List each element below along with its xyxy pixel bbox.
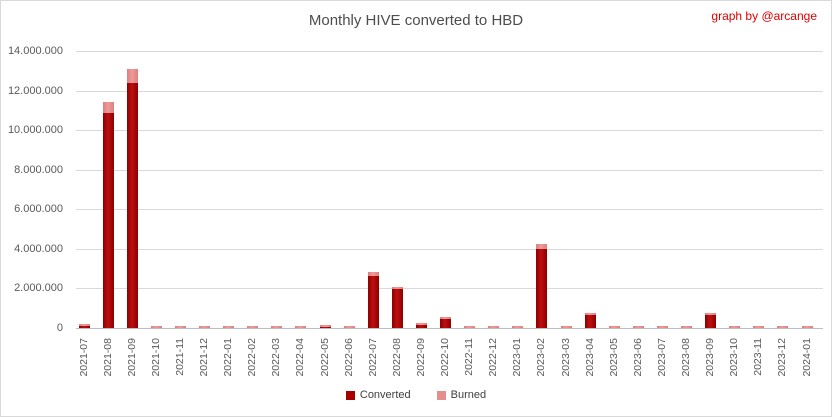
y-tick-label: 2.000.000: [14, 282, 63, 295]
bar-burned: [415, 322, 427, 325]
bar-burned: [223, 326, 235, 328]
bar-converted: [391, 288, 403, 328]
bar-burned: [440, 317, 451, 320]
x-tick-label: 2022-11: [463, 338, 476, 376]
bar-burned: [295, 326, 307, 328]
y-tick-label: 4.000.000: [14, 242, 63, 255]
bar-burned: [343, 326, 355, 328]
bar-converted: [536, 248, 548, 328]
gridline: [76, 288, 823, 290]
bar-converted: [415, 324, 427, 328]
bar-burned: [512, 326, 524, 328]
burned-swatch-icon: [436, 390, 446, 400]
bar-burned: [78, 324, 90, 327]
bar-converted: [705, 314, 717, 328]
x-tick-label: 2023-06: [631, 338, 644, 377]
y-tick-label: 14.000.000: [7, 45, 63, 57]
gridline: [76, 90, 823, 92]
bar-converted: [440, 319, 451, 328]
x-tick-label: 2023-09: [704, 338, 717, 377]
bar-burned: [271, 326, 283, 328]
bar-burned: [464, 326, 476, 328]
y-tick-label: 0: [56, 322, 63, 334]
x-tick-label: 2023-11: [752, 338, 765, 376]
x-tick-label: 2021-07: [77, 338, 90, 377]
legend-label-converted: Converted: [359, 389, 411, 401]
bar-burned: [150, 326, 162, 328]
x-tick-label: 2022-06: [342, 338, 355, 377]
bar-burned: [126, 69, 138, 83]
bar-burned: [247, 326, 259, 328]
x-tick-label: 2023-07: [655, 338, 668, 377]
x-tick-label: 2022-03: [270, 338, 283, 377]
gridline: [76, 51, 823, 52]
x-tick-label: 2022-05: [318, 338, 331, 377]
y-tick-label: 8.000.000: [14, 163, 63, 176]
x-tick-label: 2022-07: [366, 338, 379, 377]
x-tick-label: 2022-09: [414, 338, 427, 377]
bar-burned: [656, 326, 668, 328]
y-tick-label: 10.000.000: [7, 124, 63, 137]
bar-burned: [319, 324, 331, 327]
bar-burned: [753, 326, 765, 328]
x-tick-label: 2021-10: [149, 338, 162, 377]
x-tick-label: 2022-02: [246, 338, 259, 377]
x-tick-label: 2023-04: [583, 338, 596, 377]
x-tick-label: 2022-01: [222, 338, 235, 377]
bar-converted: [126, 82, 138, 328]
converted-swatch-icon: [345, 390, 355, 400]
legend-label-burned: Burned: [450, 389, 487, 401]
bar-converted: [367, 276, 379, 328]
bar-burned: [729, 326, 741, 328]
x-tick-label: 2021-12: [198, 338, 210, 377]
gridline: [76, 328, 823, 329]
chart-title: Monthly HIVE converted to HBD: [308, 12, 524, 29]
legend-item-burned: Burned: [436, 389, 487, 401]
bar-burned: [488, 326, 500, 328]
x-tick-label: 2023-02: [535, 338, 548, 377]
bar-burned: [608, 326, 620, 328]
x-tick-label: 2022-10: [439, 338, 451, 377]
x-tick-label: 2022-12: [487, 338, 500, 377]
bar-burned: [391, 286, 403, 289]
bar-burned: [681, 326, 692, 328]
bar-burned: [102, 101, 114, 114]
bar-burned: [705, 312, 717, 315]
x-tick-label: 2024-01: [800, 338, 813, 377]
bar-burned: [560, 326, 572, 328]
x-tick-label: 2023-05: [607, 338, 620, 377]
gridline: [76, 130, 823, 132]
x-tick-label: 2023-12: [776, 338, 789, 377]
gridline: [76, 248, 823, 250]
bar-burned: [632, 326, 644, 328]
bar-converted: [78, 326, 90, 328]
x-tick-label: 2023-10: [728, 338, 741, 377]
bar-burned: [801, 326, 813, 328]
watermark-credit: graph by @arcange: [711, 9, 817, 23]
x-tick-label: 2022-08: [390, 338, 403, 377]
x-tick-label: 2022-04: [294, 338, 307, 377]
bar-converted: [102, 113, 114, 328]
bar-converted: [319, 326, 331, 328]
bar-burned: [536, 243, 548, 249]
bar-burned: [174, 326, 186, 328]
y-tick-label: 6.000.000: [14, 203, 63, 216]
legend-item-converted: Converted: [345, 389, 411, 401]
bar-burned: [367, 272, 379, 277]
x-tick-label: 2023-03: [559, 338, 572, 377]
bar-converted: [584, 315, 596, 328]
x-tick-label: 2021-11: [173, 338, 186, 376]
legend: Converted Burned: [1, 389, 831, 401]
x-tick-label: 2021-08: [101, 338, 114, 377]
y-tick-label: 12.000.000: [7, 84, 63, 97]
bar-burned: [777, 326, 789, 328]
bar-burned: [584, 313, 596, 316]
x-tick-label: 2023-08: [680, 338, 692, 377]
bar-burned: [199, 326, 210, 328]
x-tick-label: 2021-09: [125, 338, 138, 377]
gridline: [76, 209, 823, 211]
gridline: [76, 169, 823, 171]
x-tick-label: 2023-01: [511, 338, 524, 377]
